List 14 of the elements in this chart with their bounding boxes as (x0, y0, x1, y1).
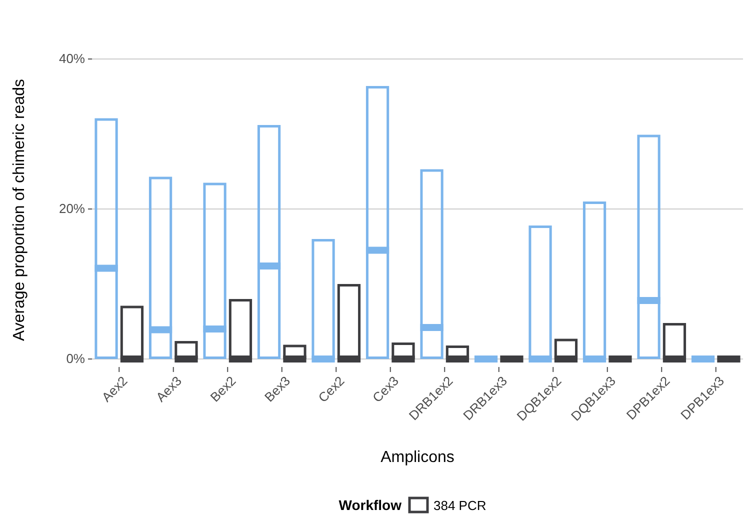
legend-title: Workflow (338, 497, 402, 513)
y-tick-label: 0% (66, 351, 86, 366)
bar (637, 134, 660, 359)
y-tick-label: 40% (58, 51, 86, 66)
y-axis-title: Average proportion of chimeric reads (11, 78, 28, 342)
bar (94, 118, 118, 359)
bar (420, 169, 444, 359)
x-axis-title: Amplicons (380, 449, 454, 466)
legend-label: 384 PCR (434, 498, 486, 513)
bar (148, 176, 172, 359)
bar (257, 125, 281, 359)
bar (203, 182, 226, 359)
bar (366, 86, 390, 359)
y-tick-label: 20% (58, 201, 86, 216)
